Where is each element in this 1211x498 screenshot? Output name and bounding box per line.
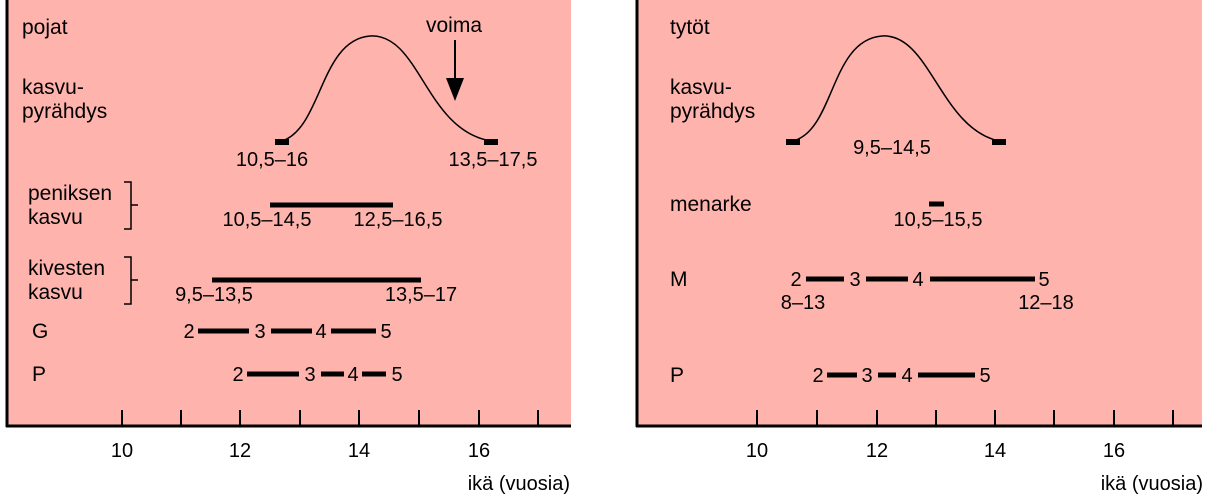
girls-p-stage-2: 2 [812, 365, 823, 387]
voima-label: voima [426, 14, 482, 37]
m-stage-5: 5 [1038, 269, 1049, 291]
boys-growth-start-mark [275, 139, 289, 145]
girls-tick-16: 16 [1103, 440, 1125, 462]
girls-p-stage-3: 3 [861, 365, 872, 387]
girls-tick-10: 10 [746, 440, 768, 462]
girls-tick-12: 12 [866, 440, 888, 462]
boys-title: pojat [22, 16, 68, 39]
boys-panel [6, 0, 571, 427]
voima-arrowhead [446, 78, 464, 101]
girls-panel [636, 0, 1202, 427]
girls-growth-label-1: kasvu- [670, 76, 732, 99]
penis-start-range: 10,5–14,5 [223, 209, 312, 231]
girls-chart: 10 12 14 16 ikä (vuosia) tytöt kasvu- py… [635, 0, 1203, 495]
girls-p-label: P [670, 364, 684, 387]
menarche-range: 10,5–15,5 [894, 209, 983, 231]
boys-growth-curve [281, 35, 492, 142]
boys-tick-marks [121, 410, 539, 426]
boys-tick-12: 12 [229, 440, 251, 462]
boys-p-stage-4: 4 [347, 364, 358, 386]
testes-bracket [124, 256, 138, 305]
girls-title: tytöt [670, 16, 710, 39]
boys-tick-14: 14 [348, 440, 370, 462]
boys-p-label: P [32, 363, 46, 386]
boys-chart: 10 12 14 16 ikä (vuosia) pojat voima kas… [5, 0, 571, 495]
penis-label-1: peniksen [28, 182, 112, 205]
girls-growth-end-mark [992, 139, 1006, 145]
boys-p-stage-3: 3 [304, 364, 315, 386]
boys-growth-end-mark [484, 139, 498, 145]
g-label: G [32, 320, 48, 343]
boys-growth-start-range: 10,5–16 [236, 149, 308, 171]
testes-label-2: kasvu [28, 281, 83, 304]
boys-growth-label-2: pyrähdys [22, 100, 107, 123]
m-stage-4: 4 [912, 269, 923, 291]
m-end-range: 12–18 [1018, 292, 1074, 314]
boys-axis-label: ikä (vuosia) [468, 473, 570, 495]
testes-start-range: 9,5–13,5 [175, 284, 253, 306]
girls-growth-curve [792, 35, 1000, 142]
boys-growth-label-1: kasvu- [22, 76, 84, 99]
boys-p-stage-2: 2 [232, 364, 243, 386]
penis-end-range: 12,5–16,5 [354, 209, 443, 231]
penis-bracket [124, 181, 138, 230]
girls-p-stage-5: 5 [979, 365, 990, 387]
m-start-range: 8–13 [781, 292, 826, 314]
girls-tick-marks [756, 410, 1174, 426]
boys-tick-10: 10 [111, 440, 133, 462]
g-stage-4: 4 [315, 321, 326, 343]
boys-growth-end-range: 13,5–17,5 [449, 149, 538, 171]
girls-p-stage-4: 4 [901, 365, 912, 387]
g-stage-2: 2 [183, 321, 194, 343]
testes-end-range: 13,5–17 [385, 284, 457, 306]
girls-growth-range: 9,5–14,5 [853, 137, 931, 159]
penis-label-2: kasvu [28, 206, 83, 229]
boys-tick-16: 16 [468, 440, 490, 462]
testes-label-1: kivesten [28, 257, 105, 280]
girls-axis-label: ikä (vuosia) [1101, 473, 1203, 495]
girls-tick-14: 14 [984, 440, 1006, 462]
m-stage-3: 3 [849, 269, 860, 291]
girls-growth-label-2: pyrähdys [670, 100, 755, 123]
girls-growth-start-mark [786, 139, 800, 145]
g-stage-3: 3 [254, 321, 265, 343]
m-label: M [670, 268, 688, 291]
g-stage-5: 5 [380, 321, 391, 343]
menarche-label: menarke [670, 193, 752, 216]
m-stage-2: 2 [790, 269, 801, 291]
boys-p-stage-5: 5 [391, 364, 402, 386]
